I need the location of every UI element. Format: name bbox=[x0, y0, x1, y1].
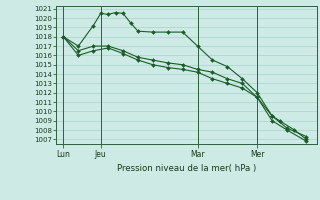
X-axis label: Pression niveau de la mer( hPa ): Pression niveau de la mer( hPa ) bbox=[117, 164, 256, 173]
